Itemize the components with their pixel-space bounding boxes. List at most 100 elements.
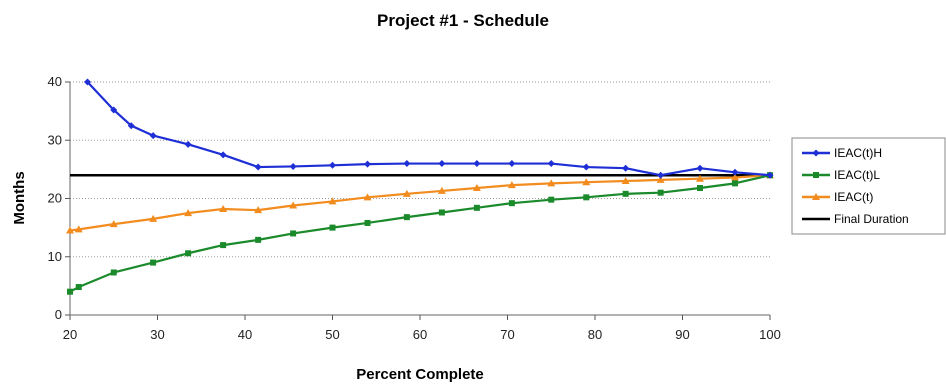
series-point-ieac-t-h-15: [582, 163, 590, 171]
x-tick-label-50: 50: [325, 327, 339, 342]
legend: IEAC(t)H IEAC(t)L IEAC(t) Final Duration: [791, 137, 946, 235]
series-point-ieac-t-l-2: [110, 269, 117, 276]
legend-entry-ieac-t-l: IEAC(t)L: [802, 168, 880, 182]
series-ieac-t-l: [67, 172, 773, 295]
x-tick-label-100: 100: [759, 327, 781, 342]
x-tick-label-80: 80: [588, 327, 602, 342]
series-point-ieac-t-2: [109, 220, 118, 228]
series-point-ieac-t-h-9: [364, 160, 371, 168]
legend-swatch-marker-ieac-t-h: [812, 149, 820, 157]
legend-label-ieac-t: IEAC(t): [834, 190, 873, 204]
series-point-ieac-t-6: [254, 206, 263, 214]
legend-entry-ieac-t: IEAC(t): [802, 190, 873, 204]
series-point-ieac-t-16: [621, 177, 630, 185]
x-tick-label-30: 30: [150, 327, 164, 342]
series-point-ieac-t-h-13: [508, 160, 516, 168]
y-tick-label-30: 30: [48, 132, 62, 147]
y-tick-labels: 0 10 20 30 40: [48, 74, 62, 322]
legend-entry-final-duration: Final Duration: [802, 212, 909, 226]
series-point-ieac-t-l-14: [548, 196, 555, 203]
series-point-ieac-t-l-11: [438, 209, 445, 216]
series-point-ieac-t-9: [363, 193, 372, 201]
series-point-ieac-t-l-18: [697, 185, 703, 192]
x-tick-label-90: 90: [675, 327, 689, 342]
series-ieac-t: [66, 171, 774, 234]
series-point-ieac-t-15: [582, 178, 591, 186]
series-point-ieac-t-h-14: [547, 160, 555, 168]
series-point-ieac-t-8: [328, 197, 337, 205]
series-point-ieac-t-h-4: [184, 140, 192, 148]
x-tick-label-20: 20: [63, 327, 77, 342]
series-point-ieac-t-h-1: [110, 106, 118, 114]
x-axis-label: Percent Complete: [356, 366, 484, 383]
series-point-ieac-t-h-17: [657, 171, 665, 179]
series-point-ieac-t-11: [437, 186, 446, 194]
y-tick-label-40: 40: [48, 74, 62, 89]
plot-series: [66, 78, 774, 295]
series-point-ieac-t-l-17: [657, 189, 664, 196]
series-point-ieac-t-l-0: [67, 288, 73, 295]
x-tick-label-40: 40: [238, 327, 252, 342]
series-point-ieac-t-l-3: [150, 259, 157, 266]
legend-label-ieac-t-h: IEAC(t)H: [834, 146, 882, 160]
series-point-ieac-t-l-13: [508, 200, 515, 207]
series-point-ieac-t-h-6: [254, 163, 262, 171]
series-ieac-t-h: [84, 78, 774, 179]
series-point-ieac-t-l-9: [364, 219, 371, 226]
series-line-ieac-t-h: [86, 81, 771, 177]
series-point-ieac-t-h-11: [438, 160, 446, 168]
legend-entry-ieac-t-h: IEAC(t)H: [802, 146, 882, 160]
series-point-ieac-t-h-18: [696, 164, 704, 172]
series-point-ieac-t-h-7: [289, 162, 297, 170]
y-tick-label-20: 20: [48, 191, 62, 206]
series-point-ieac-t-0: [66, 226, 74, 234]
series-point-ieac-t-17: [656, 175, 665, 183]
legend-swatch-marker-ieac-t-l: [813, 172, 819, 178]
series-point-ieac-t-l-6: [255, 236, 262, 243]
series-point-ieac-t-h-0: [84, 78, 91, 86]
legend-label-final-duration: Final Duration: [834, 212, 909, 226]
grid-lines: [70, 81, 770, 258]
series-point-ieac-t-h-19: [731, 168, 739, 176]
series-point-ieac-t-14: [547, 179, 556, 187]
series-point-ieac-t-19: [731, 173, 739, 181]
series-point-ieac-t-13: [507, 181, 516, 189]
series-point-ieac-t-12: [472, 184, 481, 192]
series-point-ieac-t-l-8: [329, 224, 336, 231]
x-tick-label-70: 70: [500, 327, 514, 342]
y-axis-label: Months: [11, 171, 28, 224]
series-point-ieac-t-l-16: [622, 190, 629, 197]
x-tick-label-60: 60: [413, 327, 427, 342]
series-line-ieac-t: [69, 174, 771, 232]
series-point-ieac-t-l-5: [220, 242, 227, 249]
series-point-ieac-t-l-12: [473, 204, 480, 211]
series-point-ieac-t-h-20: [766, 171, 774, 179]
series-point-ieac-t-h-2: [127, 122, 135, 130]
series-point-ieac-t-h-12: [473, 160, 481, 168]
chart-title: Project #1 - Schedule: [377, 11, 549, 30]
series-point-ieac-t-h-3: [149, 132, 157, 140]
y-tick-label-10: 10: [48, 249, 62, 264]
series-point-ieac-t-l-7: [290, 230, 297, 237]
series-point-ieac-t-h-5: [219, 151, 227, 159]
series-point-ieac-t-l-4: [185, 250, 192, 257]
series-point-ieac-t-l-15: [583, 194, 590, 201]
x-tick-labels: 20 30 40 50 60 70 80 90 100: [63, 327, 781, 342]
y-tick-label-0: 0: [55, 307, 62, 322]
legend-label-ieac-t-l: IEAC(t)L: [834, 168, 880, 182]
series-point-ieac-t-l-19: [732, 180, 738, 187]
series-point-ieac-t-l-1: [75, 284, 82, 291]
series-point-ieac-t-18: [696, 174, 704, 182]
series-point-ieac-t-h-8: [329, 161, 336, 169]
axes: [65, 81, 771, 320]
series-point-ieac-t-3: [149, 214, 158, 222]
series-point-ieac-t-l-10: [403, 214, 410, 221]
series-point-ieac-t-1: [74, 225, 83, 233]
series-point-ieac-t-7: [289, 201, 298, 209]
legend-swatch-marker-ieac-t: [812, 193, 820, 200]
series-point-ieac-t-10: [402, 189, 411, 197]
series-point-ieac-t-4: [184, 209, 193, 217]
series-point-ieac-t-5: [219, 204, 228, 212]
series-point-ieac-t-h-16: [622, 164, 630, 172]
